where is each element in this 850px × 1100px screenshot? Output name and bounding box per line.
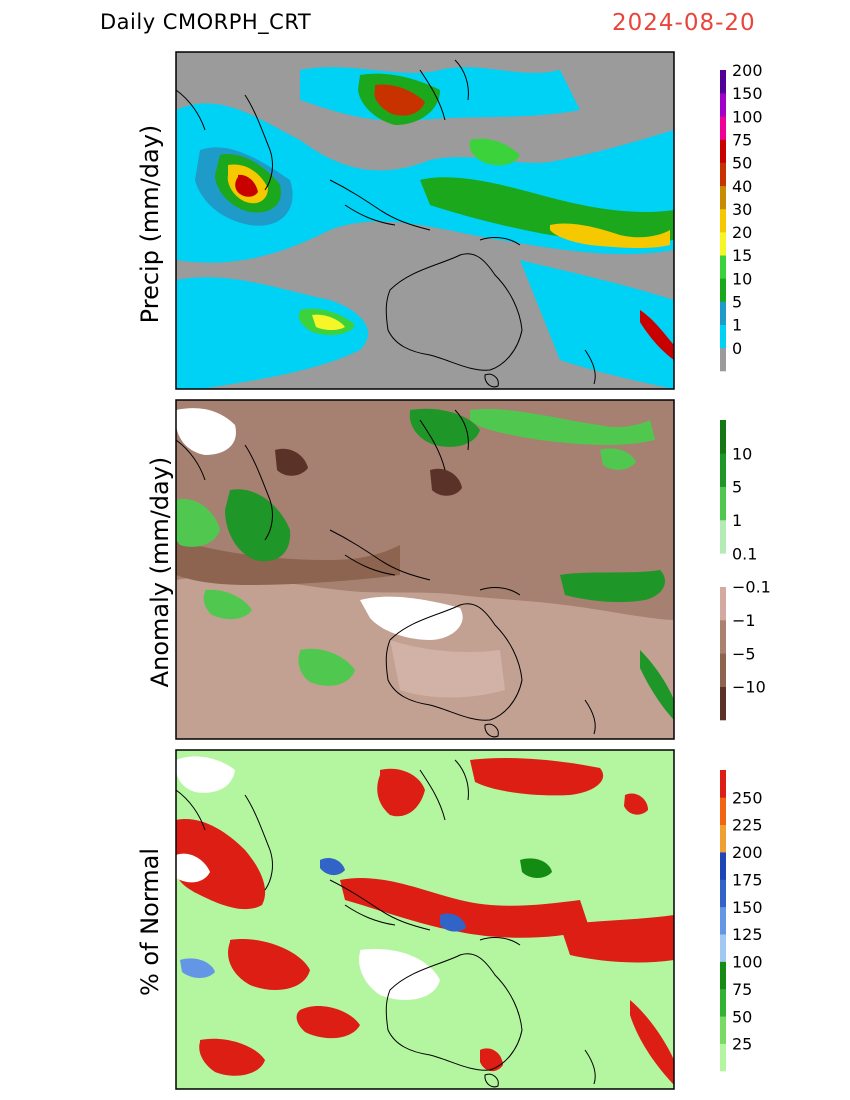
colorbar-tick-label: −10	[732, 678, 766, 697]
percent-map-frame	[175, 749, 675, 1090]
colorbar-swatch	[720, 70, 726, 94]
colorbar-swatch	[720, 139, 726, 163]
page-title: Daily CMORPH_CRT	[100, 10, 312, 34]
colorbar-tick-label: 1	[732, 511, 742, 530]
colorbar-swatch	[720, 879, 726, 908]
colorbar-tick-label: 250	[732, 788, 763, 807]
colorbar-swatch	[720, 208, 726, 233]
colorbar-tick-label: 200	[732, 843, 763, 862]
colorbar-tick-label: 75	[732, 980, 752, 999]
colorbar-swatch	[720, 486, 726, 521]
colorbar-swatch	[720, 453, 726, 487]
colorbar-swatch	[720, 420, 726, 454]
colorbar-swatch	[720, 988, 726, 1017]
colorbar-tick-label: 175	[732, 870, 763, 889]
colorbar-tick-label: 50	[732, 1007, 752, 1026]
colorbar-tick-label: 1	[732, 316, 742, 335]
colorbar-swatch	[720, 824, 726, 853]
colorbar-tick-label: 225	[732, 816, 763, 835]
colorbar-swatch	[720, 906, 726, 935]
colorbar-tick-label: 200	[732, 61, 763, 80]
colorbar-tick-label: 0.1	[732, 544, 757, 563]
percent-panel	[176, 750, 674, 1089]
date-label: 2024-08-20	[612, 10, 756, 36]
anomaly-colorbar: 10 5 1 0.1 −0.1 −1 −5 −10	[720, 420, 771, 721]
colorbar-swatch	[720, 686, 726, 721]
colorbar-swatch	[720, 1043, 726, 1072]
colorbar-swatch	[720, 347, 726, 372]
colorbar-tick-label: 30	[732, 200, 752, 219]
colorbar-tick-label: 150	[732, 898, 763, 917]
colorbar-tick-label: 10	[732, 444, 752, 463]
colorbar-swatch	[720, 255, 726, 279]
colorbar-tick-label: 75	[732, 130, 752, 149]
colorbar-swatch	[720, 324, 726, 349]
percent-colorbar: 25 50 75 100 125 150 175 200 225 250	[720, 770, 763, 1072]
colorbar-tick-label: 5	[732, 478, 742, 497]
colorbar-swatch	[720, 797, 726, 826]
colorbar-swatch	[720, 301, 726, 325]
precip-panel	[176, 52, 674, 389]
colorbar-swatch	[720, 116, 726, 140]
colorbar-swatch	[720, 653, 726, 687]
colorbar-tick-label: −5	[732, 644, 756, 663]
colorbar-tick-label: 15	[732, 246, 752, 265]
colorbar-swatch	[720, 1016, 726, 1044]
colorbar-swatch	[720, 185, 726, 210]
colorbar-swatch	[720, 278, 726, 302]
anomaly-map-frame	[175, 399, 675, 740]
precip-map-frame	[175, 51, 675, 390]
colorbar-swatch	[720, 93, 726, 117]
colorbar-tick-label: 25	[732, 1035, 752, 1054]
colorbar-swatch	[720, 620, 726, 654]
colorbar-swatch	[720, 961, 726, 990]
colorbar-tick-label: −0.1	[732, 578, 771, 597]
colorbar-swatch	[720, 586, 726, 621]
colorbar-swatch	[720, 232, 726, 256]
anomaly-panel	[176, 400, 674, 739]
colorbar-tick-label: −1	[732, 611, 756, 630]
colorbar-tick-label: 50	[732, 154, 752, 173]
colorbar-tick-label: 100	[732, 953, 763, 972]
colorbar-swatch	[720, 520, 726, 554]
colorbar-swatch	[720, 934, 726, 962]
colorbar-tick-label: 150	[732, 84, 763, 103]
colorbar-tick-label: 10	[732, 269, 752, 288]
colorbar-swatch	[720, 770, 726, 798]
colorbar-swatch	[720, 852, 726, 880]
colorbar-tick-label: 5	[732, 293, 742, 312]
colorbar-swatch	[720, 162, 726, 187]
colorbar-tick-label: 40	[732, 177, 752, 196]
colorbar-tick-label: 100	[732, 107, 763, 126]
colorbar-tick-label: 20	[732, 223, 752, 242]
colorbar-tick-label: 0	[732, 339, 742, 358]
colorbar-swatch	[720, 553, 726, 587]
colorbar-tick-label: 125	[732, 925, 763, 944]
